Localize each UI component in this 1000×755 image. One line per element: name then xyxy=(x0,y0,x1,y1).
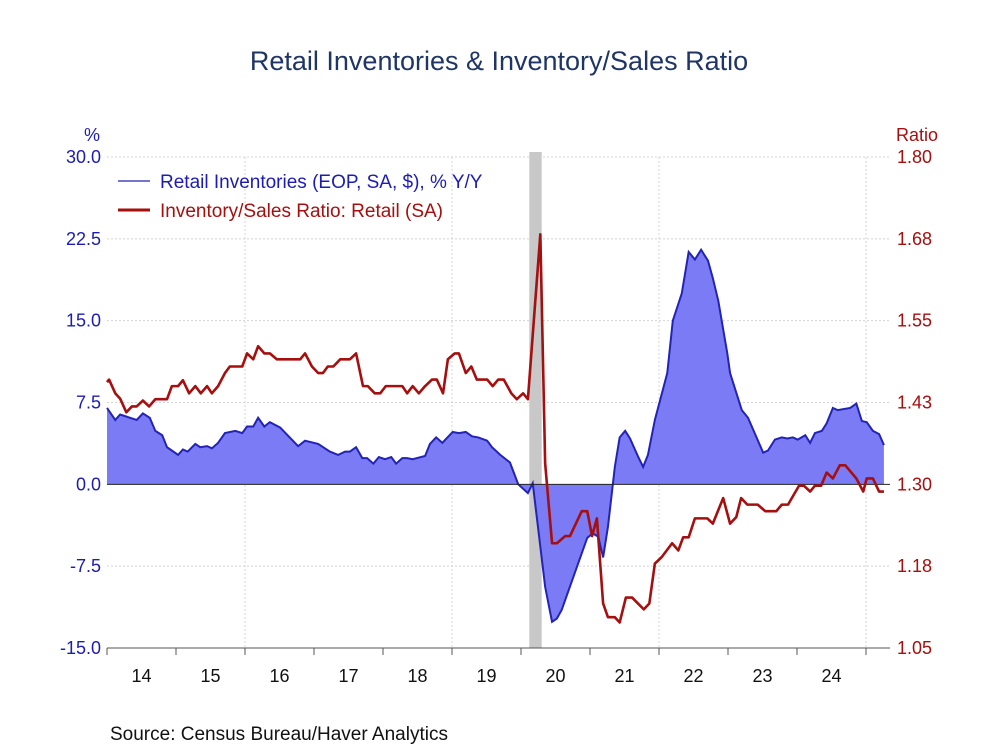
left-y-tick-label: 22.5 xyxy=(66,229,101,249)
left-y-tick-label: 7.5 xyxy=(76,393,101,413)
right-y-tick-label: 1.30 xyxy=(897,474,932,494)
left-axis-unit: % xyxy=(84,125,100,145)
right-y-tick-label: 1.05 xyxy=(897,638,932,658)
ratio-line xyxy=(105,232,884,624)
tick-labels: 14 15 16 17 18 19 20 21 22 23 24 30.0 22.5 15.0 7.5 0.0… xyxy=(60,147,932,686)
chart-title: Retail Inventories & Inventory/Sales Rat… xyxy=(250,46,748,76)
legend-label-ratio: Inventory/Sales Ratio: Retail (SA) xyxy=(160,201,443,222)
legend-label-inventories: Retail Inventories (EOP, SA, $), % Y/Y xyxy=(160,172,483,193)
x-tick-label: 22 xyxy=(683,666,703,686)
recession-shading xyxy=(529,152,542,648)
recession-bar xyxy=(529,152,542,648)
right-axis-unit: Ratio xyxy=(896,125,938,145)
axes xyxy=(106,647,890,655)
right-y-tick-label: 1.43 xyxy=(897,393,932,413)
left-y-tick-label: 30.0 xyxy=(66,147,101,167)
gridlines xyxy=(107,156,890,648)
right-y-tick-label: 1.80 xyxy=(897,147,932,167)
left-y-tick-label: -7.5 xyxy=(70,556,101,576)
inventories-line xyxy=(106,247,885,624)
x-tick-label: 19 xyxy=(476,666,496,686)
right-y-tick-label: 1.18 xyxy=(897,556,932,576)
x-tick-label: 23 xyxy=(752,666,772,686)
source-note: Source: Census Bureau/Haver Analytics xyxy=(110,724,448,745)
x-tick-label: 14 xyxy=(131,666,151,686)
right-y-tick-label: 1.55 xyxy=(897,311,932,331)
left-y-tick-label: 15.0 xyxy=(66,311,101,331)
left-y-tick-label: 0.0 xyxy=(76,474,101,494)
left-y-tick-label: -15.0 xyxy=(60,638,101,658)
x-tick-label: 16 xyxy=(269,666,289,686)
x-tick-label: 24 xyxy=(821,666,841,686)
inventories-area xyxy=(107,249,884,622)
x-tick-label: 18 xyxy=(407,666,427,686)
x-tick-label: 20 xyxy=(545,666,565,686)
right-y-tick-label: 1.68 xyxy=(897,229,932,249)
x-tick-label: 17 xyxy=(338,666,358,686)
series-marks xyxy=(105,232,890,624)
x-tick-label: 21 xyxy=(614,666,634,686)
x-tick-label: 15 xyxy=(200,666,220,686)
legend: Retail Inventories (EOP, SA, $), % Y/Y I… xyxy=(118,172,483,222)
